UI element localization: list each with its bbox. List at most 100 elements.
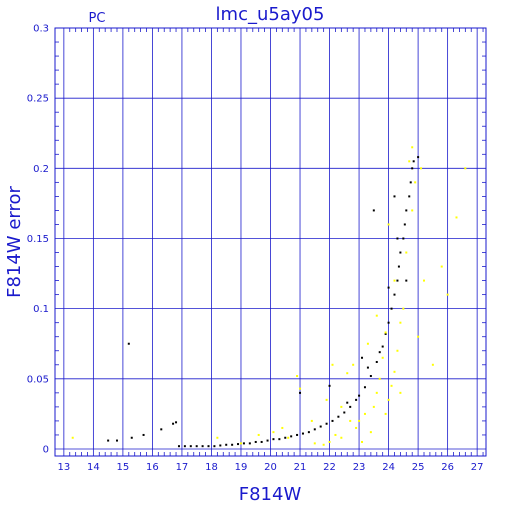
data-point — [331, 419, 334, 422]
data-point — [331, 363, 334, 366]
data-point — [325, 422, 328, 425]
x-tick-label: 24 — [382, 462, 395, 473]
data-point — [266, 439, 269, 442]
data-point — [254, 440, 257, 443]
data-point — [290, 435, 293, 438]
data-point — [387, 398, 390, 401]
y-axis-label: F814W error — [4, 186, 25, 298]
data-point — [387, 223, 390, 226]
data-point — [130, 436, 133, 439]
data-point — [343, 411, 346, 414]
data-point — [287, 436, 290, 439]
data-point — [369, 375, 372, 378]
x-tick-label: 25 — [412, 462, 425, 473]
data-point — [278, 438, 281, 441]
data-point — [408, 195, 411, 198]
data-point — [372, 209, 375, 212]
x-tick-label: 18 — [205, 462, 218, 473]
data-point — [340, 405, 343, 408]
data-point — [346, 401, 349, 404]
x-tick-label: 26 — [441, 462, 454, 473]
data-point — [183, 445, 186, 448]
data-point — [281, 426, 284, 429]
data-point — [397, 265, 400, 268]
data-point — [393, 279, 396, 282]
y-tick-label: 0.2 — [33, 164, 49, 175]
data-point — [399, 321, 402, 324]
data-point — [358, 394, 361, 397]
x-tick-label: 14 — [87, 462, 100, 473]
data-point — [417, 335, 420, 338]
data-point — [420, 167, 423, 170]
x-axis-ticks: 13 14 15 16 17 18 19 20 21 22 23 24 25 26 27 — [57, 28, 484, 473]
data-point — [172, 422, 175, 425]
gridlines — [55, 27, 486, 456]
data-point — [440, 265, 443, 268]
data-point — [361, 440, 364, 443]
data-point — [390, 384, 393, 387]
data-point — [225, 443, 228, 446]
data-point — [352, 363, 355, 366]
data-point — [349, 419, 352, 422]
data-point — [446, 293, 449, 296]
data-point — [387, 321, 390, 324]
data-point — [349, 405, 352, 408]
data-point — [387, 286, 390, 289]
data-point — [375, 314, 378, 317]
data-point — [363, 412, 366, 415]
data-point — [384, 332, 387, 335]
y-tick-label: 0.3 — [33, 24, 49, 35]
data-point — [248, 442, 251, 445]
x-tick-label: 19 — [235, 462, 248, 473]
data-point — [399, 251, 402, 254]
data-point — [299, 391, 302, 394]
data-point — [375, 391, 378, 394]
data-point — [411, 209, 414, 212]
data-point — [423, 279, 426, 282]
data-point — [346, 372, 349, 375]
data-point — [369, 431, 372, 434]
data-point — [325, 398, 328, 401]
data-point — [390, 307, 393, 310]
data-point — [216, 436, 219, 439]
data-point — [207, 445, 210, 448]
data-point — [358, 419, 361, 422]
y-tick-label: 0.05 — [27, 374, 49, 385]
data-point — [378, 377, 381, 380]
data-point — [402, 237, 405, 240]
x-tick-label: 23 — [353, 462, 366, 473]
data-point — [127, 342, 130, 345]
data-point — [260, 440, 263, 443]
data-point — [107, 439, 110, 442]
data-point — [231, 443, 234, 446]
data-point — [299, 387, 302, 390]
data-point — [409, 181, 412, 184]
data-point — [372, 405, 375, 408]
data-point — [175, 421, 178, 424]
x-tick-label: 13 — [57, 462, 70, 473]
data-point — [361, 356, 364, 359]
x-tick-label: 15 — [117, 462, 130, 473]
data-point — [201, 445, 204, 448]
data-point — [405, 279, 408, 282]
x-tick-label: 17 — [176, 462, 189, 473]
data-point — [328, 384, 331, 387]
data-point — [393, 195, 396, 198]
data-point — [405, 209, 408, 212]
chart-subtitle: PC — [89, 11, 106, 26]
x-tick-label: 21 — [294, 462, 307, 473]
data-point — [160, 428, 163, 431]
y-axis-ticks: 0 0.05 0.1 0.15 0.2 0.25 0.3 — [27, 24, 486, 455]
y-tick-label: 0.25 — [27, 94, 49, 105]
data-point — [310, 419, 313, 422]
data-point — [219, 444, 222, 447]
data-point — [366, 342, 369, 345]
plot-frame — [54, 27, 487, 457]
data-point — [411, 146, 414, 149]
data-point — [405, 251, 408, 254]
data-point — [396, 279, 399, 282]
data-point — [142, 433, 145, 436]
data-point — [189, 445, 192, 448]
data-point — [242, 442, 245, 445]
